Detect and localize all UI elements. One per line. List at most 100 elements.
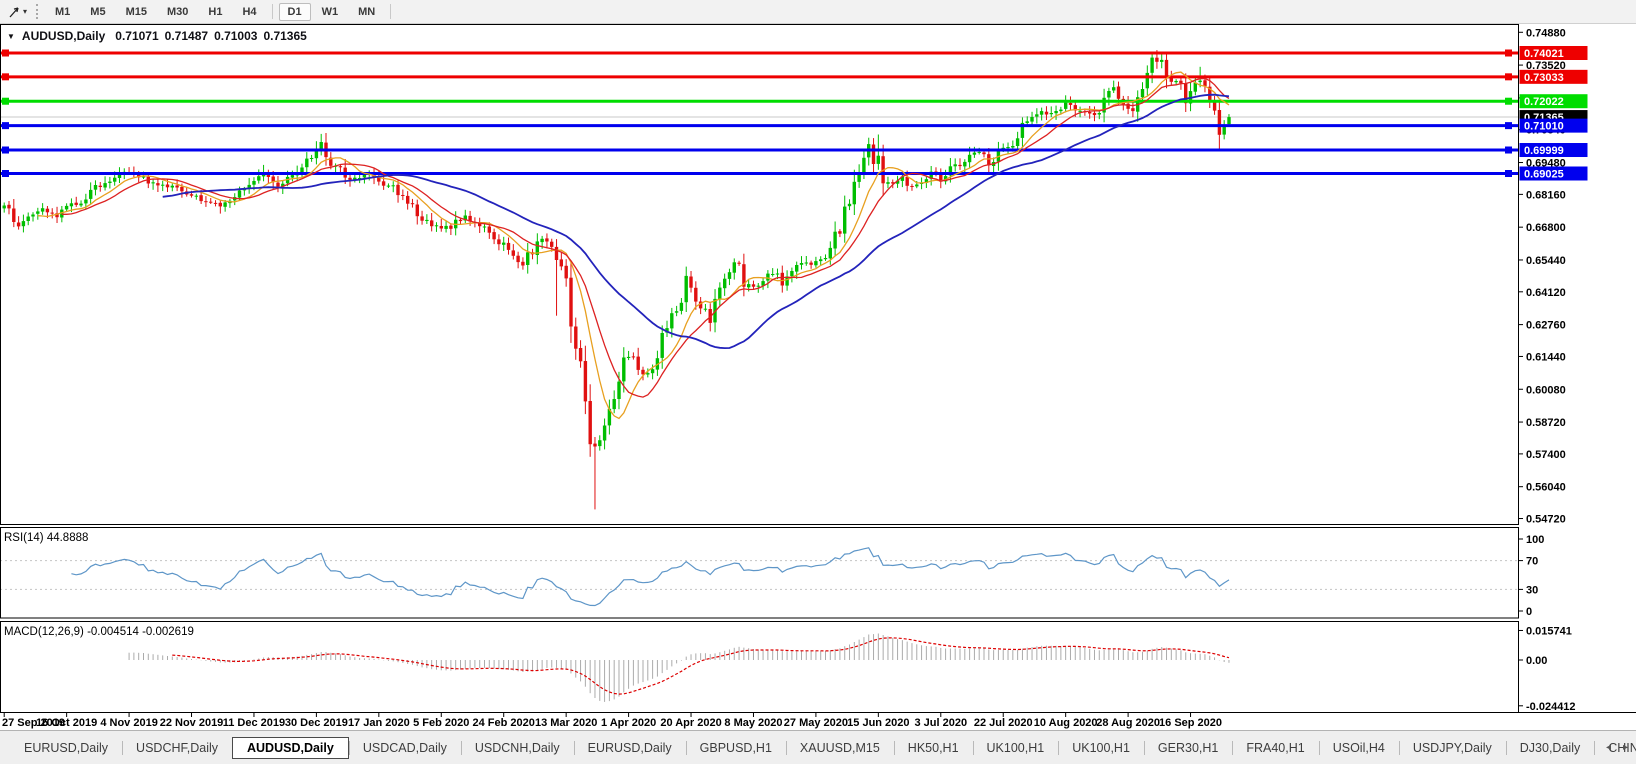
moving-average-line	[37, 71, 1230, 420]
rsi-title: RSI(14) 44.8888	[4, 532, 88, 544]
line-handle[interactable]	[1505, 97, 1512, 105]
chart-tab[interactable]: UK100,H1	[972, 737, 1059, 759]
line-handle[interactable]	[1505, 49, 1512, 57]
chart-tab-label: USDCAD,Daily	[362, 741, 447, 755]
timeframe-label: H4	[242, 5, 257, 18]
chart-tab-label: GER30,H1	[1157, 741, 1219, 755]
macd-tick-label: -0.024412	[1526, 701, 1576, 713]
timeframe-button[interactable]: M30	[158, 3, 197, 21]
line-handle[interactable]	[1505, 170, 1512, 178]
line-handle[interactable]	[2, 146, 9, 154]
macd-pane[interactable]	[128, 633, 1230, 702]
date-label: 8 May 2020	[724, 717, 782, 729]
chart-tab[interactable]: FRA40,H1	[1232, 737, 1318, 759]
timeframe-button[interactable]: H4	[233, 3, 265, 21]
timeframe-buttons: M1 M5 M15 M30 H1 H4 D1 W1 MN	[45, 0, 396, 23]
chart-tabs: EURUSD,Daily USDCHF,Daily AUDUSD,Daily USDC…	[10, 737, 1636, 759]
line-handle[interactable]	[2, 170, 9, 178]
date-label: 28 Aug 2020	[1096, 717, 1160, 729]
chart-tab-label: USDCHF,Daily	[136, 741, 218, 755]
price-axis[interactable]: 0.748800.735200.721600.708400.694800.681…	[1518, 27, 1588, 713]
price-tick-label: 0.57400	[1526, 449, 1566, 461]
candles-layer	[2, 50, 1231, 510]
timeframe-button[interactable]: H1	[199, 3, 231, 21]
moving-average-line	[61, 77, 1230, 398]
chart-tab-label: XAUUSD,M15	[799, 741, 880, 755]
ohlc-low: 0.71003	[214, 29, 258, 43]
timeframe-button[interactable]: M15	[117, 3, 156, 21]
rsi-line	[71, 547, 1230, 607]
date-label: 1 Apr 2020	[601, 717, 656, 729]
macd-tick-label: 0.00	[1526, 655, 1547, 667]
chart-tab[interactable]: USOil,H4	[1318, 737, 1399, 759]
timeframe-button[interactable]: M1	[46, 3, 79, 21]
rsi-pane-border	[0, 527, 1519, 619]
price-label-box	[1519, 118, 1588, 133]
cursor-tool-button[interactable]: ▾	[4, 4, 30, 20]
price-label: 0.73033	[1524, 72, 1564, 84]
timeframe-label: H1	[208, 5, 223, 18]
toolbar-grip	[36, 4, 39, 19]
price-label-box	[1519, 143, 1588, 158]
chart-symbol: AUDUSD,Daily	[21, 29, 106, 43]
chart-tab-label: EURUSD,Daily	[587, 741, 672, 755]
tabs-scroll-left-icon[interactable]: ◂	[1605, 742, 1611, 753]
line-handle[interactable]	[1505, 146, 1512, 154]
chart-canvas[interactable]: 0.748800.735200.721600.708400.694800.681…	[0, 24, 1636, 730]
timeframe-button[interactable]: M5	[81, 3, 114, 21]
tab-scroll-buttons: ◂ ▸	[1606, 742, 1628, 753]
chart-tab[interactable]: USDJPY,Daily	[1398, 737, 1506, 759]
chart-tab[interactable]: USDCAD,Daily	[348, 737, 461, 759]
tab-bar: EURUSD,Daily USDCHF,Daily AUDUSD,Daily USDC…	[0, 730, 1636, 764]
price-label-box	[1519, 166, 1588, 181]
timeframe-button[interactable]: MN	[349, 3, 384, 21]
price-tick-label: 0.74880	[1526, 27, 1566, 39]
price-tick-label: 0.56040	[1526, 482, 1566, 494]
date-label: 27 May 2020	[784, 717, 848, 729]
chart-tab[interactable]: CHINA300,H1	[1594, 737, 1636, 759]
macd-signal-line	[172, 637, 1230, 695]
chart-tab-label: USDCNH,Daily	[474, 741, 560, 755]
timeframe-button[interactable]: D1	[278, 2, 311, 21]
chart-tab[interactable]: USDCHF,Daily	[122, 737, 232, 759]
line-handle[interactable]	[1505, 73, 1512, 81]
chart-tab[interactable]: UK100,H1	[1058, 737, 1144, 759]
chart-tab[interactable]: GER30,H1	[1143, 737, 1232, 759]
ohlc-high: 0.71487	[164, 29, 209, 43]
chart-tab[interactable]: USDCNH,Daily	[460, 737, 574, 759]
cursor-tool-icon	[9, 6, 19, 17]
date-label: 30 Dec 2019	[285, 717, 348, 729]
chart-tab[interactable]: AUDUSD,Daily	[232, 737, 349, 759]
line-handle[interactable]	[2, 97, 9, 105]
line-handle[interactable]	[2, 122, 9, 130]
date-label: 13 Mar 2020	[535, 717, 597, 729]
ohlc-open: 0.71071	[115, 29, 159, 43]
ohlc-close: 0.71365	[263, 29, 307, 43]
chart-tab[interactable]: GBPUSD,H1	[685, 737, 786, 759]
tabs-scroll-right-icon[interactable]: ▸	[1622, 742, 1628, 753]
price-tick-label: 0.62760	[1526, 320, 1566, 332]
price-label: 0.72022	[1524, 96, 1564, 108]
collapse-triangle-icon[interactable]: ▼	[7, 32, 15, 41]
chart-tab[interactable]: HK50,H1	[893, 737, 973, 759]
chart-tab[interactable]: XAUUSD,M15	[785, 737, 894, 759]
line-handle[interactable]	[2, 49, 9, 57]
timeframe-label: M5	[90, 5, 106, 18]
line-handle[interactable]	[1505, 122, 1512, 130]
price-label: 0.69999	[1524, 145, 1564, 157]
date-label: 4 Nov 2019	[100, 717, 157, 729]
chart-tab[interactable]: DJ30,Daily	[1505, 737, 1594, 759]
line-handle[interactable]	[2, 73, 9, 81]
chart-tab[interactable]: EURUSD,Daily	[10, 737, 122, 759]
chart-tab[interactable]: EURUSD,Daily	[573, 737, 686, 759]
timeframe-label: W1	[321, 5, 339, 18]
price-tick-label: 0.54720	[1526, 514, 1566, 526]
timeframe-button[interactable]: W1	[313, 3, 348, 21]
date-label: 16 Oct 2019	[36, 717, 97, 729]
dropdown-caret-icon: ▾	[23, 7, 28, 16]
macd-title: MACD(12,26,9) -0.004514 -0.002619	[4, 626, 194, 638]
main-pane[interactable]	[0, 49, 1518, 510]
rsi-pane[interactable]	[0, 547, 1518, 607]
